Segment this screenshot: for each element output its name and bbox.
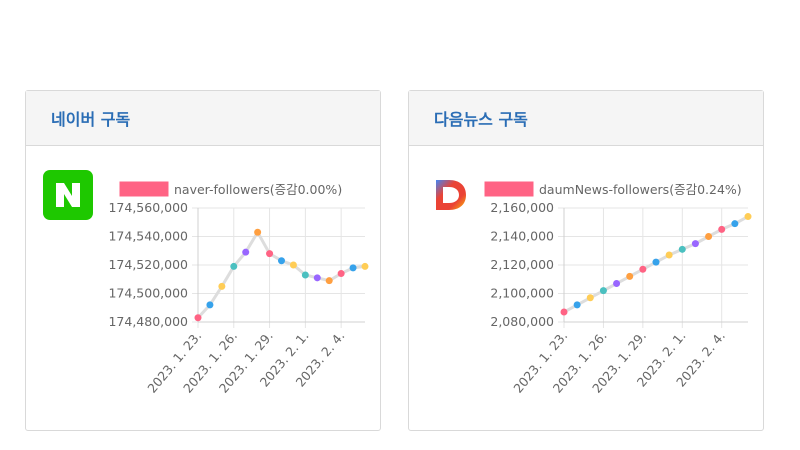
y-tick-label: 2,080,000 [490,314,554,329]
data-point [313,274,321,282]
y-tick-label: 174,520,000 [108,257,188,272]
daum-logo-icon [436,180,466,210]
data-point [301,271,309,279]
data-point [278,257,285,265]
data-point [691,240,699,248]
card-title: 네이버 구독 [51,110,131,129]
legend-label: daumNews-followers(증감0.24%) [539,182,742,197]
card-body: naver-followers(증감0.00%) 174,560,000 174,5… [26,146,380,431]
data-point [718,225,726,233]
data-point [230,262,238,270]
data-point [705,233,713,240]
data-point [254,228,262,236]
data-point [744,213,752,221]
card-title: 다음뉴스 구독 [434,110,528,129]
data-point [599,287,607,295]
data-point [652,258,660,266]
y-tick-label: 174,540,000 [108,229,188,244]
data-point [731,220,739,228]
naver-subscription-card: 네이버 구독 naver-followers(증감0.00%) 174,560,0… [25,90,381,431]
card-body: daumNews-followers(증감0.24%) 2,160,000 2,14… [409,146,763,431]
y-tick-label: 2,120,000 [490,257,554,272]
data-point [613,280,621,288]
data-point [337,270,345,278]
data-point [242,248,250,256]
data-point [586,294,594,302]
data-point [573,301,581,309]
data-point [194,314,202,322]
card-header: 다음뉴스 구독 [409,91,763,146]
y-tick-label: 2,100,000 [490,286,554,301]
data-point [218,282,226,290]
naver-followers-chart: naver-followers(증감0.00%) 174,560,000 174,5… [108,181,369,396]
data-point [325,277,333,285]
data-point [289,261,297,269]
data-point [626,272,634,280]
data-point [206,301,214,309]
daum-news-followers-chart: daumNews-followers(증감0.24%) 2,160,000 2,14… [484,181,752,396]
legend-label: naver-followers(증감0.00%) [174,182,342,197]
data-point [678,245,686,253]
data-point [266,250,274,258]
card-header: 네이버 구독 [26,91,380,146]
y-tick-label: 174,480,000 [108,314,188,329]
y-tick-label: 174,500,000 [108,286,188,301]
data-point [349,264,357,272]
daum-news-subscription-card: 다음뉴스 구독 daumNews-followers(증감0.24%) 2,160… [408,90,764,431]
y-tick-label: 2,160,000 [490,200,554,215]
data-point [560,308,568,316]
legend-swatch [119,181,169,197]
data-point [639,265,647,273]
y-tick-label: 2,140,000 [490,229,554,244]
legend-swatch [484,181,534,197]
y-tick-label: 174,560,000 [108,200,188,215]
data-point [665,251,673,259]
naver-logo-icon [43,170,93,220]
data-point [361,262,369,270]
